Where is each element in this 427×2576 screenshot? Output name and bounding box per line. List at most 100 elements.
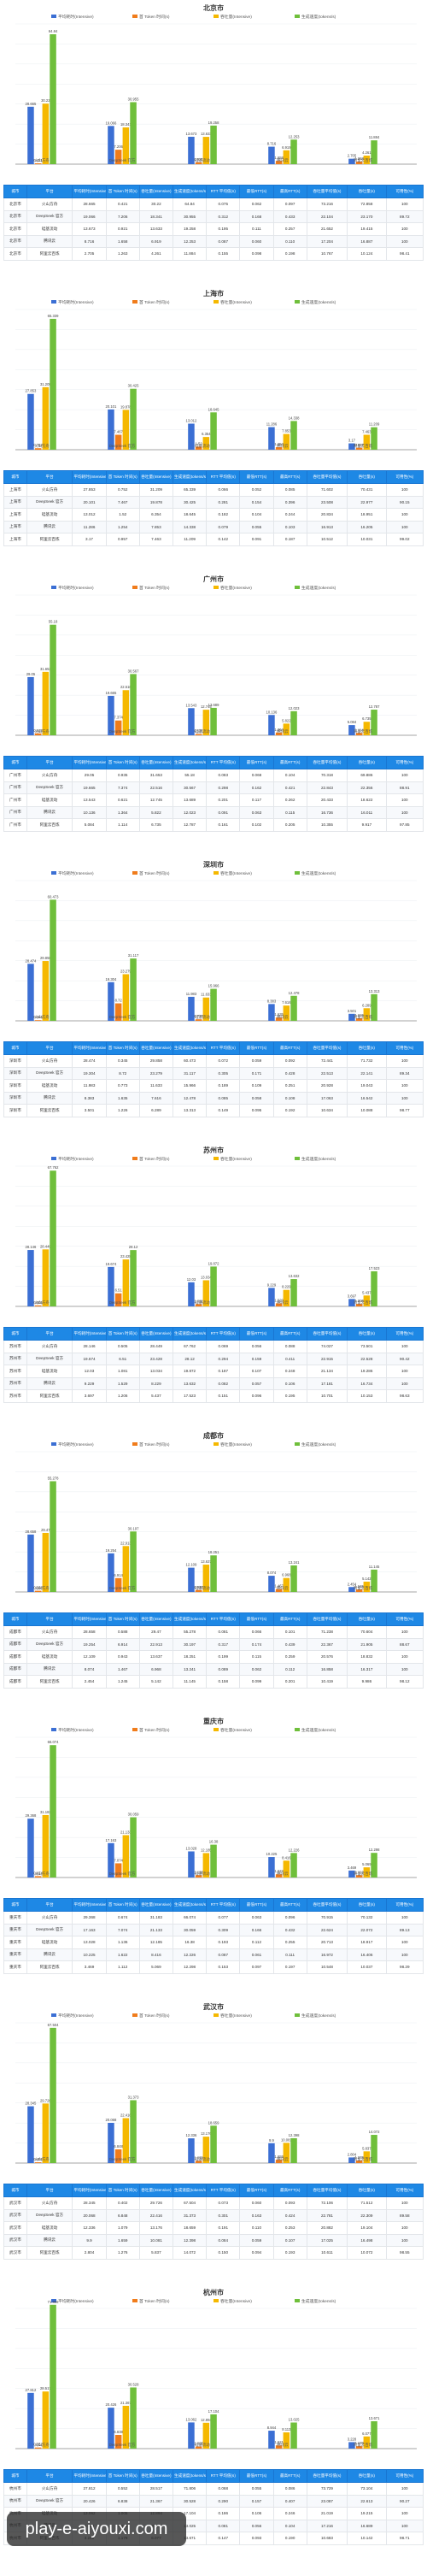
table-row: 深圳市 硅基流动 11.983 0.773 11.633 15.966 0.189 0.109…: [3, 1079, 424, 1093]
bar-value-label: 0.552: [33, 2443, 43, 2447]
table-cell: 20.882: [306, 2221, 348, 2235]
table-cell: 6.289: [138, 1104, 174, 1117]
legend-swatch: [51, 2013, 56, 2017]
data-table: 城市 平台 平均耗时(Intensive) 首 Token 时间(s) 吞吐量(Inte…: [3, 1898, 424, 1974]
table-row: 重庆市 阿里云百炼 3.469 1.112 5.069 12.298 0.153 0.097 0…: [3, 1960, 424, 1974]
bar-value-label: 11.983: [186, 992, 197, 996]
table-cell: 0.063: [239, 1911, 274, 1925]
table-cell: 13.633: [138, 222, 174, 236]
table-cell: 100: [385, 1650, 424, 1664]
bar-value-label: 12.745: [201, 704, 212, 709]
bar: [122, 1546, 130, 1592]
table-cell: 0.102: [239, 818, 274, 832]
bar-value-label: 7.616: [282, 1000, 291, 1005]
bar-value-label: 1.245: [354, 1584, 364, 1589]
table-cell: 30.955: [172, 209, 208, 223]
bar: [195, 1875, 202, 1877]
legend-label: 平均耗时(Intensive): [58, 870, 94, 876]
table-cell: 28.449: [138, 1340, 174, 1353]
table-cell: 2.454: [72, 1675, 107, 1689]
table-cell: 杭州市: [3, 2494, 27, 2508]
table-cell: 0.085: [206, 1091, 241, 1105]
table-cell: 30.528: [172, 2494, 208, 2508]
table-cell: 0.092: [272, 1054, 307, 1068]
table-cell: 10.419: [306, 1675, 348, 1689]
bar-value-label: 17.163: [106, 1838, 117, 1842]
table-cell: DeepSeek 官方: [26, 209, 73, 223]
table-cell: 16.736: [306, 805, 348, 819]
legend-label: 吞吐量(Intensive): [220, 1441, 252, 1447]
table-cell: 11.633: [138, 1079, 174, 1093]
table-cell: 1.467: [105, 1662, 140, 1676]
table-cell: 0.083: [206, 769, 241, 782]
bar: [268, 427, 275, 450]
legend-label: 首 Token 时间(s): [139, 585, 170, 591]
table-cell: 10.031: [347, 533, 387, 546]
table-cell: 0.111: [239, 222, 274, 236]
table-cell: 0.097: [272, 197, 307, 211]
bar-value-label: 23.428: [120, 1254, 132, 1259]
bar: [275, 2445, 283, 2449]
bar: [130, 1817, 137, 1877]
category-label: 腾讯云: [277, 1300, 289, 1306]
bar: [371, 710, 377, 735]
table-cell: 0.066: [206, 483, 241, 497]
table-cell: 28.665: [72, 197, 107, 211]
table-cell: 89.58: [385, 2208, 424, 2222]
table-cell: 29.368: [72, 1911, 107, 1925]
table-cell: 13.632: [172, 1376, 208, 1390]
table-header-cell: 平台: [26, 2184, 73, 2197]
table-header-cell: 最低RTT(s): [239, 1898, 274, 1912]
table-cell: 0.063: [239, 805, 274, 819]
table-cell: 0.149: [206, 1104, 241, 1117]
table-cell: 0.201: [272, 1675, 307, 1689]
table-cell: 腾讯云: [26, 805, 73, 819]
table-cell: 0.096: [272, 1911, 307, 1925]
table-header-cell: 生成速度(tokens/s): [172, 185, 208, 198]
bar-value-label: 12.478: [289, 991, 300, 995]
table-cell: 重庆市: [3, 1923, 27, 1936]
bar: [268, 2143, 275, 2163]
table-header-cell: 首 Token 时间(s): [105, 2184, 140, 2197]
table-cell: 16.498: [347, 2233, 387, 2247]
bar-value-label: 64.84: [49, 29, 58, 33]
table-cell: 73.104: [347, 2482, 387, 2496]
table-cell: 22.513: [306, 1066, 348, 1080]
table-header-cell: 最低RTT(s): [239, 470, 274, 484]
table-cell: 0.407: [272, 2494, 307, 2508]
bar: [50, 1745, 56, 1877]
category-label: 腾讯云: [277, 157, 289, 163]
table-cell: 0.112: [239, 1936, 274, 1949]
bar-value-label: 19.254: [106, 1548, 117, 1553]
table-header-cell: 吞吐量平均值(s): [306, 756, 348, 769]
city-section: 北京市 平均耗时(Intensive) 首 Token 时间(s) 吞吐量(Inten…: [0, 2, 427, 287]
bar-value-label: 21.133: [120, 1830, 132, 1834]
chart: 广州市 平均耗时(Intensive) 首 Token 时间(s) 吞吐量(Inten…: [0, 573, 427, 752]
table-header-cell: 生成速度(tokens/s): [172, 2184, 208, 2197]
bar: [114, 1577, 122, 1592]
table-cell: 硅基流动: [26, 1365, 73, 1378]
table-cell: 29.858: [138, 1054, 174, 1068]
table-cell: 98.41: [385, 247, 424, 261]
table-cell: 100: [385, 2519, 424, 2532]
bar: [290, 139, 297, 164]
bar-value-label: 31.209: [40, 382, 51, 386]
legend-swatch: [295, 2299, 300, 2302]
table-cell: 0.943: [105, 1650, 140, 1664]
table-row: 苏州市 火山方舟 28.146 0.505 28.449 67.762 0.069 0.056…: [3, 1340, 424, 1353]
table-header-cell: 生成速度(tokens/s): [172, 2469, 208, 2483]
legend-swatch: [295, 1442, 300, 1446]
bar-value-label: 28.146: [26, 1245, 37, 1249]
table-header-cell: 吞吐量(s): [347, 470, 387, 484]
bar-value-label: 60.473: [48, 894, 59, 899]
table-cell: 0.060: [239, 2196, 274, 2210]
table-cell: 0.424: [272, 2208, 307, 2222]
table-row: 上海市 DeepSeek 官方 20.101 7.467 19.878 30.425 0.2…: [3, 495, 424, 509]
table-cell: 1.52: [105, 508, 140, 522]
table-cell: 97.85: [385, 818, 424, 832]
table-header-cell: 生成速度(tokens/s): [172, 1612, 208, 1626]
table-cell: 1.276: [105, 2246, 140, 2260]
bar: [130, 2387, 137, 2449]
table-cell: 17.204: [306, 234, 348, 248]
